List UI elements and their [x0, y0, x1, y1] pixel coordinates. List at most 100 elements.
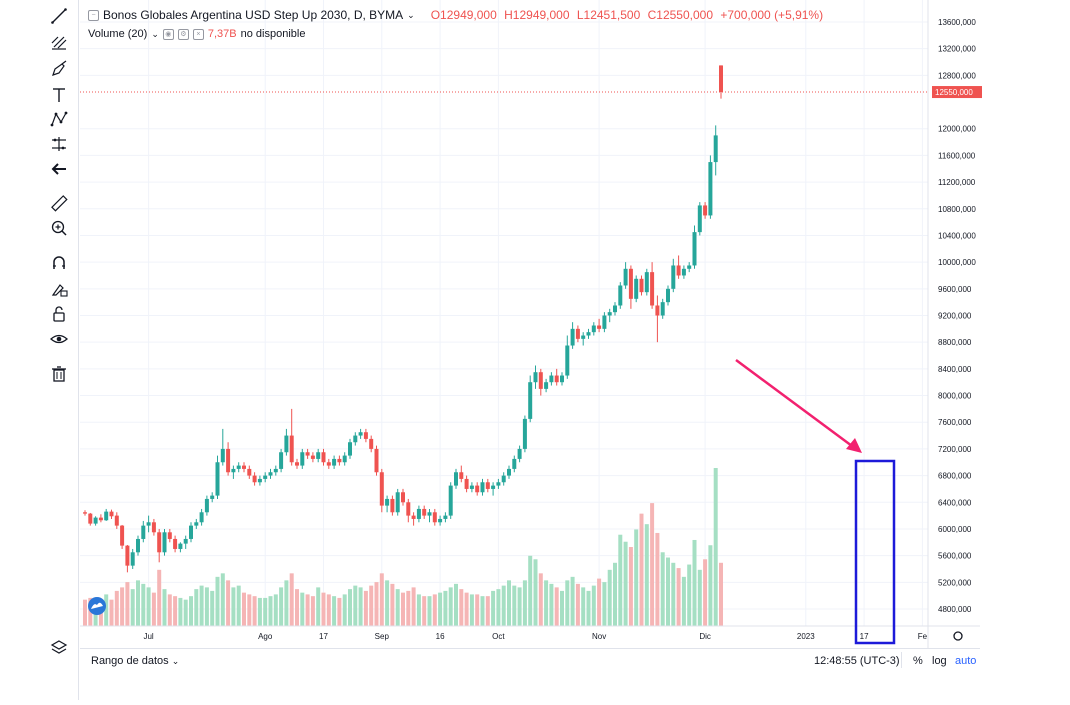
volume-bar	[697, 569, 702, 626]
candle-body	[438, 518, 443, 523]
time-tick-label: Nov	[592, 632, 606, 641]
eye-toggle-icon[interactable]: ◉	[162, 28, 174, 40]
last-price-badge	[932, 86, 982, 99]
price-tick-label: 10000,000	[938, 258, 976, 267]
candle-body	[183, 538, 188, 544]
text-icon[interactable]	[49, 85, 69, 105]
settings-icon[interactable]: ⚙	[177, 28, 189, 40]
time-tick-label: Ago	[258, 632, 273, 641]
price-tick-label: 8800,000	[938, 338, 972, 347]
volume-bar	[109, 599, 114, 626]
volume-bar	[390, 583, 395, 626]
chevron-down-icon[interactable]: ⌄	[151, 28, 159, 39]
zoom-in-icon[interactable]	[49, 218, 69, 238]
volume-bar	[141, 583, 146, 626]
candle-body	[242, 465, 246, 469]
candle-body	[151, 522, 156, 533]
candle-body	[363, 432, 368, 439]
close-icon[interactable]: ×	[192, 28, 204, 40]
pattern-icon[interactable]	[49, 109, 69, 129]
candle-body	[157, 532, 162, 553]
unlock-icon[interactable]	[49, 304, 69, 324]
date-range-label: Rango de datos	[91, 655, 169, 667]
candle-body	[210, 495, 215, 499]
price-tick-label: 5600,000	[938, 552, 972, 561]
candle-body	[279, 452, 284, 469]
volume-bar	[469, 594, 474, 626]
volume-bar	[120, 587, 125, 626]
price-tick-label: 12800,000	[938, 71, 976, 80]
candle-body	[369, 438, 374, 449]
trash-icon[interactable]	[49, 364, 69, 384]
candle-body	[252, 475, 257, 483]
volume-bar	[342, 594, 347, 626]
candle-body	[305, 452, 310, 456]
auto-scale-toggle[interactable]: auto	[955, 655, 977, 667]
volume-bar	[374, 582, 379, 626]
fib-icon[interactable]	[49, 33, 69, 53]
price-tick-label: 13200,000	[938, 45, 976, 54]
candle-body	[485, 482, 490, 489]
timezone-clock[interactable]: 12:48:55 (UTC-3)	[814, 655, 900, 667]
collapse-legend-icon[interactable]: −	[88, 9, 99, 21]
symbol-title[interactable]: Bonos Globales Argentina USD Step Up 203…	[103, 8, 404, 22]
candle-body	[628, 268, 633, 299]
volume-bar	[136, 580, 140, 626]
volume-bar	[517, 587, 522, 626]
volume-bar	[644, 524, 649, 626]
measure-tool-icon[interactable]	[49, 134, 69, 154]
candle-body	[401, 492, 405, 503]
log-scale-toggle[interactable]: log	[932, 655, 947, 667]
settings-gear-icon[interactable]	[953, 631, 963, 641]
candle-body	[379, 472, 384, 506]
highlight-box	[854, 459, 896, 645]
candle-body	[358, 432, 363, 436]
volume-bar	[660, 552, 665, 626]
candle-body	[650, 272, 655, 306]
candle-body	[247, 468, 252, 476]
lock-drawing-icon[interactable]	[49, 279, 69, 299]
candle-body	[591, 325, 596, 333]
trend-line-icon[interactable]	[49, 6, 69, 26]
brush-icon[interactable]	[49, 59, 69, 79]
price-tick-label: 12000,000	[938, 125, 976, 134]
date-range-button[interactable]: Rango de datos ⌄	[91, 655, 179, 667]
volume-bar	[337, 597, 342, 626]
volume-label[interactable]: Volume (20)	[88, 28, 148, 40]
price-tick-label: 6800,000	[938, 472, 972, 481]
volume-bar	[406, 590, 411, 626]
volume-bar	[348, 589, 352, 626]
time-tick-label: Fe	[918, 632, 928, 641]
layers-icon[interactable]	[49, 638, 69, 658]
volume-bar	[485, 596, 490, 626]
magnet-icon[interactable]	[49, 253, 69, 273]
volume-bar	[623, 541, 628, 626]
ohlc-values: O12949,000 H12949,000 L12451,500 C12550,…	[431, 8, 827, 22]
candle-body	[104, 511, 109, 521]
volume-bar	[104, 594, 109, 626]
ruler-icon[interactable]	[49, 193, 69, 213]
candle-body	[602, 315, 607, 329]
annotation-arrow-head	[846, 438, 862, 453]
volume-value: 7,37B	[207, 28, 237, 40]
eye-icon[interactable]	[49, 329, 69, 349]
candle-body	[623, 268, 628, 286]
candle-body	[178, 543, 183, 549]
volume-bar	[597, 578, 602, 626]
high-value: H12949,000	[504, 8, 570, 22]
volume-bar	[475, 594, 480, 626]
volume-bar	[310, 596, 315, 626]
percent-scale-toggle[interactable]: %	[913, 655, 923, 667]
back-arrow-icon[interactable]	[49, 159, 69, 179]
volume-bar	[332, 596, 337, 626]
chevron-down-icon[interactable]: ⌄	[407, 9, 415, 20]
price-tick-label: 11200,000	[938, 178, 976, 187]
price-tick-label: 7600,000	[938, 418, 972, 427]
volume-bar	[554, 587, 559, 626]
candle-body	[618, 285, 623, 306]
candle-body	[538, 372, 543, 389]
time-tick-label: 2023	[797, 632, 815, 641]
chart-legend: − Bonos Globales Argentina USD Step Up 2…	[88, 8, 827, 40]
